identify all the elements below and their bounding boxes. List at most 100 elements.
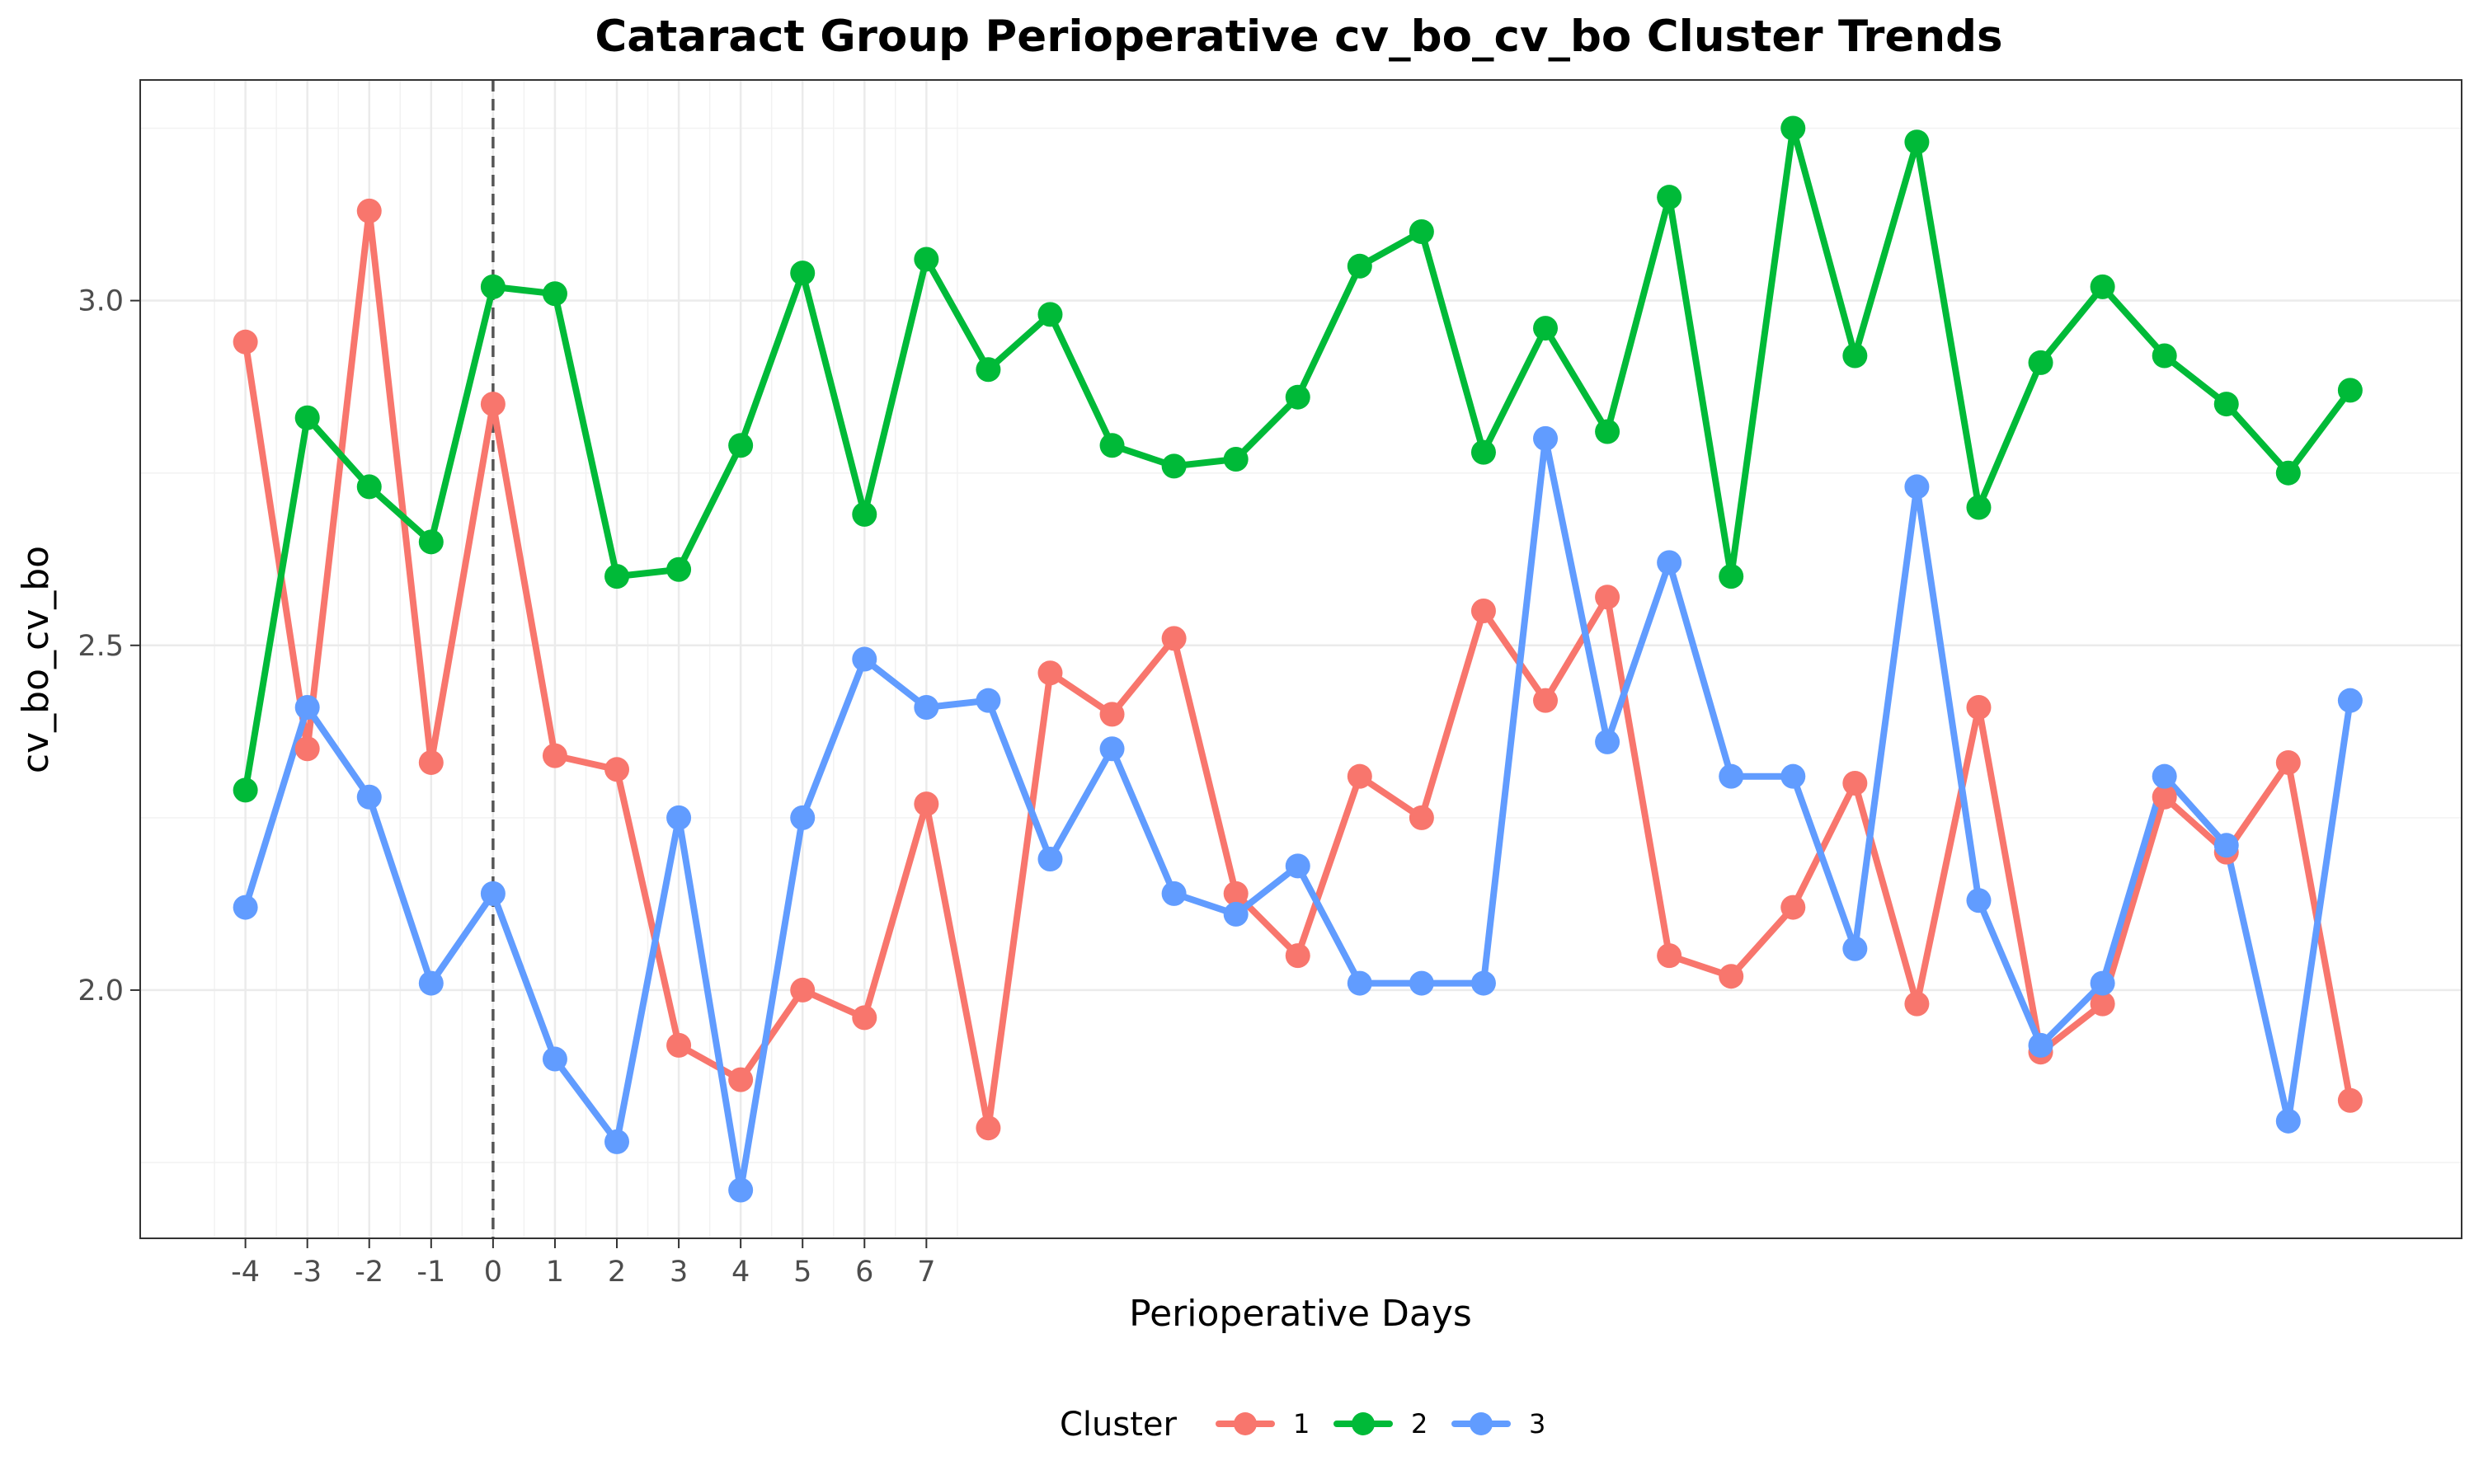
data-point-series-3: [356, 784, 382, 810]
data-point-series-3: [2152, 763, 2177, 789]
data-point-series-1: [1099, 702, 1125, 727]
x-tick-label: -4: [231, 1256, 260, 1289]
data-point-series-1: [790, 977, 816, 1003]
data-point-series-1: [1657, 943, 1682, 969]
data-point-series-1: [2337, 1087, 2363, 1113]
data-point-series-3: [1657, 550, 1682, 575]
data-point-series-3: [1842, 936, 1868, 961]
data-point-series-2: [356, 474, 382, 500]
data-point-series-2: [2275, 460, 2301, 486]
series-points: [233, 115, 2363, 1203]
data-point-series-2: [1285, 384, 1310, 410]
data-point-series-1: [1347, 763, 1372, 789]
data-point-series-1: [542, 743, 567, 768]
data-point-series-2: [852, 501, 877, 527]
x-tick-label: 6: [855, 1256, 873, 1289]
data-point-series-2: [1099, 433, 1125, 458]
data-point-series-3: [1904, 474, 1930, 500]
data-point-series-1: [233, 329, 258, 355]
x-axis-title: Perioperative Days: [1129, 1293, 1472, 1335]
data-point-series-2: [542, 281, 567, 307]
x-tick-label: -3: [293, 1256, 322, 1289]
data-point-series-3: [1409, 970, 1434, 996]
data-point-series-2: [976, 357, 1001, 383]
data-point-series-3: [2213, 833, 2239, 858]
x-tick-label: 3: [670, 1256, 688, 1289]
data-point-series-3: [542, 1046, 567, 1072]
data-point-series-2: [294, 405, 320, 430]
data-point-series-2: [1409, 218, 1434, 244]
data-point-series-1: [1037, 660, 1063, 686]
data-point-series-1: [1719, 964, 1744, 989]
data-point-series-3: [2337, 688, 2363, 713]
data-point-series-2: [728, 433, 754, 458]
data-point-series-2: [790, 261, 816, 286]
data-point-series-2: [480, 274, 506, 299]
legend-key-point-3: [1470, 1412, 1493, 1435]
x-axis-ticks: -4 -3 -2 -1 0 1 2 3 4 5 6 7: [231, 1238, 935, 1289]
data-point-series-3: [1966, 888, 1992, 913]
data-point-series-2: [1347, 253, 1372, 279]
chart-title: Cataract Group Perioperative cv_bo_cv_bo…: [595, 12, 2002, 62]
y-tick-label: 2.5: [78, 630, 124, 663]
legend-label-2: 2: [1411, 1408, 1427, 1439]
data-point-series-3: [604, 1129, 630, 1154]
data-point-series-3: [1285, 853, 1310, 879]
data-point-series-3: [1780, 763, 1806, 789]
x-tick-label: -2: [355, 1256, 383, 1289]
x-tick-label: 4: [731, 1256, 750, 1289]
data-point-series-3: [1347, 970, 1372, 996]
plot-panel: [140, 80, 2462, 1238]
data-point-series-1: [1223, 881, 1249, 906]
data-point-series-3: [233, 895, 258, 920]
y-tick-label: 3.0: [78, 285, 124, 318]
data-point-series-3: [1223, 901, 1249, 927]
data-point-series-2: [604, 564, 630, 589]
plot-border: [139, 79, 2462, 1239]
x-tick-label: -1: [416, 1256, 445, 1289]
data-point-series-1: [2090, 991, 2115, 1017]
data-point-series-1: [1966, 695, 1992, 721]
x-tick-label: 7: [917, 1256, 935, 1289]
data-point-series-1: [1780, 895, 1806, 920]
data-point-series-2: [1657, 185, 1682, 210]
data-point-series-2: [666, 556, 692, 582]
data-point-series-3: [1099, 736, 1125, 762]
data-point-series-2: [2213, 392, 2239, 417]
data-point-series-1: [914, 791, 939, 817]
data-point-series-1: [1595, 585, 1620, 610]
data-point-series-2: [2090, 274, 2115, 299]
x-tick-label: 0: [484, 1256, 502, 1289]
data-point-series-2: [1842, 343, 1868, 369]
data-point-series-3: [790, 805, 816, 830]
data-point-series-2: [418, 529, 444, 555]
data-point-series-3: [2028, 1032, 2053, 1058]
data-point-series-3: [1470, 970, 1496, 996]
data-point-series-2: [1533, 316, 1559, 341]
x-tick-label: 5: [793, 1256, 811, 1289]
data-point-series-1: [2275, 749, 2301, 775]
data-point-series-1: [852, 1005, 877, 1031]
data-point-series-1: [356, 198, 382, 223]
legend-title: Cluster: [1060, 1406, 1178, 1444]
data-point-series-2: [1719, 564, 1744, 589]
data-point-series-2: [1904, 129, 1930, 155]
data-point-series-1: [1842, 771, 1868, 796]
data-point-series-3: [1533, 425, 1559, 451]
data-point-series-1: [1904, 991, 1930, 1017]
data-point-series-3: [666, 805, 692, 830]
data-point-series-2: [1470, 439, 1496, 465]
legend: Cluster 1 2 3: [1060, 1406, 1545, 1444]
data-point-series-3: [976, 688, 1001, 713]
legend-label-1: 1: [1293, 1408, 1310, 1439]
data-point-series-2: [2028, 350, 2053, 375]
data-point-series-1: [418, 749, 444, 775]
data-point-series-3: [1719, 763, 1744, 789]
data-point-series-1: [1409, 805, 1434, 830]
data-point-series-1: [1533, 688, 1559, 713]
y-tick-label: 2.0: [78, 974, 124, 1007]
data-point-series-3: [2090, 970, 2115, 996]
data-point-series-1: [480, 392, 506, 417]
data-point-series-3: [480, 881, 506, 906]
